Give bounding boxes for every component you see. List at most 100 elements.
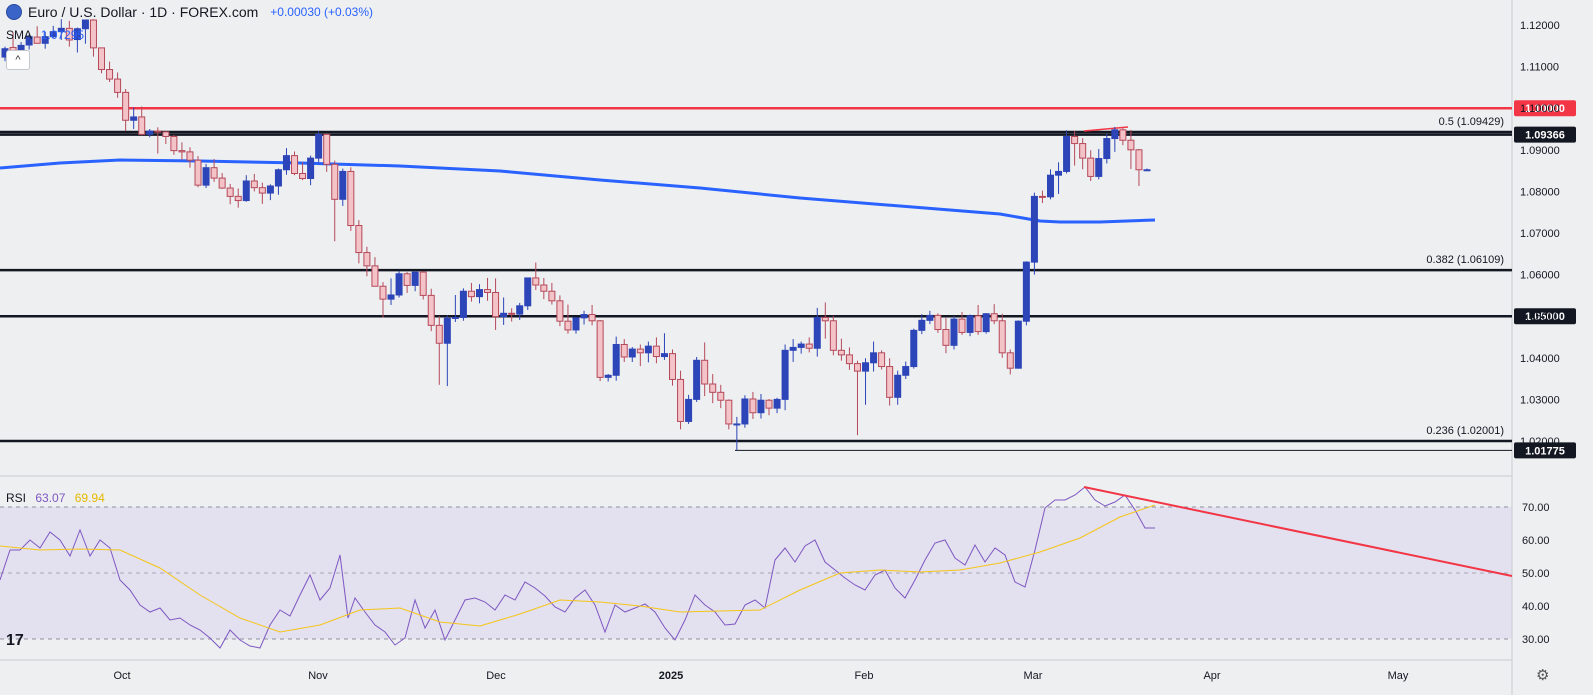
candle-body: [773, 398, 781, 409]
candle-body: [49, 31, 57, 38]
candle: [805, 337, 813, 353]
candle: [725, 399, 733, 430]
candle: [291, 151, 299, 176]
candle-body: [500, 312, 508, 318]
candle: [492, 278, 500, 330]
candle: [717, 384, 725, 409]
rsi-ma-value: 69.94: [74, 491, 105, 505]
candle: [274, 168, 282, 195]
candle: [508, 308, 516, 322]
candle: [307, 155, 315, 186]
rsi-tick-2: 50.00: [1522, 568, 1550, 580]
candle: [130, 107, 138, 129]
candle-body: [291, 155, 299, 175]
candle-body: [467, 290, 475, 298]
time-tick-4: Feb: [855, 670, 874, 682]
candle-body: [114, 78, 122, 93]
candle: [210, 158, 218, 182]
rsi-line: [0, 486, 1155, 649]
candle: [194, 156, 202, 188]
candle-body: [138, 116, 146, 135]
candle-body: [998, 320, 1006, 354]
candle: [443, 315, 451, 387]
candle-body: [588, 314, 596, 322]
candle-body: [347, 170, 355, 227]
candle-body: [540, 284, 548, 292]
candle: [677, 370, 685, 430]
candle-body: [524, 277, 532, 307]
candle-body: [765, 399, 773, 409]
candle: [41, 31, 49, 49]
collapse-legend-button[interactable]: ^: [6, 50, 30, 70]
axis-layer[interactable]: 1.10000 1.09366 1.05000 1.01775 1.12000 1.110…: [113, 20, 1576, 682]
candle-body: [202, 167, 210, 186]
candle-body: [837, 349, 845, 356]
candle-body: [669, 353, 677, 380]
rsi-band: [0, 507, 1512, 639]
candle: [379, 282, 387, 318]
fib-label-3: 0.382 (1.06109): [1426, 254, 1504, 266]
level-layer: 0.5 (1.09429) 0.382 (1.06109) 0.236 (1.020…: [0, 106, 1512, 451]
candle: [990, 304, 998, 325]
candle: [1063, 130, 1071, 174]
candle-body: [451, 316, 459, 319]
rsi-legend[interactable]: RSI 63.07 69.94: [6, 491, 105, 505]
price-tick-10: 1.02000: [1520, 436, 1560, 448]
candle-body: [958, 318, 966, 333]
candle: [701, 342, 709, 397]
candle-body: [805, 343, 813, 349]
candle: [419, 271, 427, 300]
candle-body: [870, 352, 878, 364]
candle: [1055, 162, 1063, 194]
candle-body: [1071, 135, 1079, 145]
symbol-title[interactable]: Euro / U.S. Dollar · 1D · FOREX.com: [28, 4, 259, 20]
candle: [516, 302, 524, 320]
candle: [660, 333, 668, 360]
candle-body: [299, 173, 307, 180]
candle-body: [250, 180, 258, 189]
gear-icon[interactable]: ⚙: [1536, 667, 1550, 684]
candle-body: [677, 378, 685, 422]
candle-body: [862, 362, 870, 372]
candle: [781, 344, 789, 411]
time-tick-3: 2025: [659, 670, 683, 682]
candle: [958, 312, 966, 335]
candle-body: [757, 399, 765, 414]
candle-body: [170, 135, 178, 152]
candle-body: [226, 187, 234, 197]
candle-body: [797, 343, 805, 348]
candle-body: [660, 353, 668, 358]
sma-legend[interactable]: SMA 1.07295: [6, 28, 84, 42]
candle-body: [926, 314, 934, 321]
price-tag-label-4: 1.05000: [1525, 311, 1565, 323]
candle-body: [1103, 138, 1111, 160]
candle: [114, 72, 122, 98]
candle: [902, 361, 910, 380]
candle-body: [331, 163, 339, 200]
candle-body: [1079, 143, 1087, 159]
candle-body: [741, 398, 749, 425]
rsi-layer: [0, 486, 1513, 649]
candle: [942, 317, 950, 354]
candle-body: [620, 343, 628, 358]
rsi-tick-0: 70.00: [1522, 502, 1550, 514]
rsi-trendline: [1083, 486, 1513, 577]
price-tick-1: 1.11000: [1520, 62, 1559, 74]
candle: [146, 129, 154, 138]
rsi-tick-3: 40.00: [1522, 601, 1550, 613]
candle: [170, 134, 178, 155]
candle-body: [845, 354, 853, 365]
price-tag-label-0: 1.10000: [1525, 103, 1565, 115]
candle: [411, 271, 419, 292]
candle: [926, 310, 934, 325]
sma-line: [0, 158, 1156, 224]
candle-body: [894, 374, 902, 398]
candle-body: [427, 294, 435, 326]
candle: [331, 160, 339, 242]
tradingview-logo[interactable]: 17: [6, 632, 24, 649]
candle-body: [572, 317, 580, 331]
candle-body: [387, 294, 395, 300]
candle: [242, 175, 250, 202]
candle: [266, 184, 274, 201]
